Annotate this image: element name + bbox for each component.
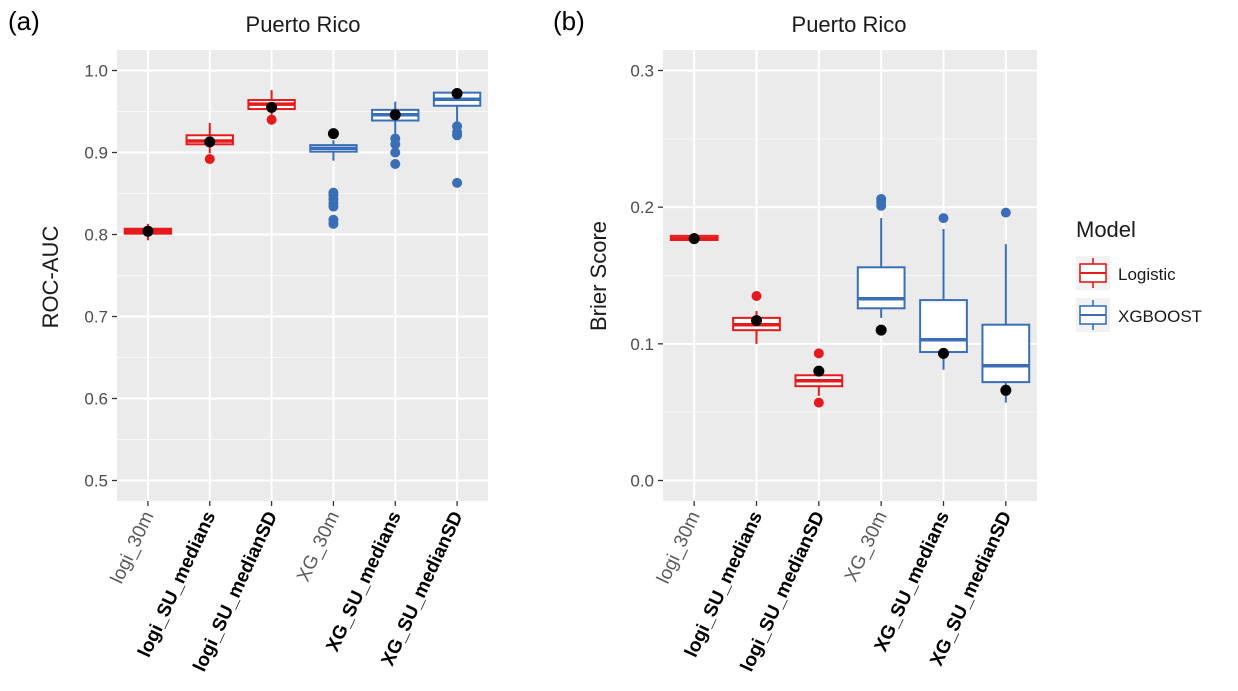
highlight-point — [266, 101, 278, 113]
highlight-point — [938, 347, 949, 359]
y-tick-label: 0.8 — [84, 226, 108, 245]
y-tick-label: 0.9 — [84, 144, 108, 163]
box-XG_SU_medianSD — [981, 207, 1031, 403]
y-tick-label: 0.7 — [84, 308, 108, 327]
legend-key-logistic — [1079, 258, 1107, 288]
legend-item-xgboost: XGBOOST — [1076, 298, 1202, 332]
box-XG_30m — [856, 193, 906, 336]
panel-a-title: Puerto Rico — [246, 12, 361, 37]
outlier-point — [452, 177, 463, 188]
outlier-point — [1000, 207, 1011, 218]
highlight-point — [688, 233, 700, 245]
box-logi_30m — [669, 233, 719, 245]
y-tick-label: 0.5 — [84, 472, 108, 491]
box-logi_30m — [123, 223, 173, 241]
outlier-point — [204, 154, 215, 165]
highlight-point — [389, 109, 401, 121]
panel-b-plot — [663, 50, 1037, 501]
highlight-point — [204, 136, 216, 148]
outlier-point — [813, 397, 824, 408]
x-tick-label: logi_30m — [653, 508, 705, 587]
panel-a-ylabel: ROC-AUC — [38, 226, 63, 329]
outlier-point — [813, 348, 824, 359]
box-XG_SU_medianSD — [432, 87, 482, 188]
y-tick-label: 0.3 — [630, 62, 654, 81]
box-logi_SU_medianSD — [247, 90, 296, 125]
panel-a-label: (a) — [8, 6, 40, 36]
box-logi_SU_medians — [732, 291, 781, 344]
legend-title: Model — [1076, 217, 1136, 242]
highlight-point — [1000, 384, 1012, 396]
panel-b-label: (b) — [553, 6, 585, 36]
outlier-point — [390, 158, 401, 169]
box-body — [856, 266, 906, 310]
highlight-point — [751, 315, 762, 327]
legend-key-xgboost — [1079, 300, 1107, 330]
x-tick-label: XG_30m — [841, 508, 892, 585]
outlier-point — [328, 218, 339, 229]
y-tick-label: 0.1 — [630, 335, 654, 354]
panel-b: (b) Puerto Rico Brier Score — [553, 6, 1037, 501]
y-tick-label: 0.2 — [630, 198, 654, 217]
y-tick-label: 0.6 — [84, 390, 108, 409]
legend: Model Logistic XGBOOST — [1076, 217, 1202, 332]
box-body — [981, 323, 1031, 384]
highlight-point — [142, 225, 154, 237]
y-tick-label: 0.0 — [630, 472, 654, 491]
outlier-point — [390, 139, 401, 150]
outlier-point — [266, 114, 277, 125]
outlier-point — [452, 130, 463, 141]
highlight-point — [451, 87, 463, 99]
outlier-point — [751, 291, 762, 301]
outlier-point — [328, 201, 339, 212]
x-tick-label: XG_30m — [293, 508, 344, 585]
panel-a: (a) Puerto Rico ROC-AUC — [8, 6, 488, 501]
x-tick-label: logi_30m — [107, 508, 159, 587]
y-tick-label: 1.0 — [84, 62, 108, 81]
legend-item-logistic: Logistic — [1076, 256, 1176, 290]
panel-a-plot — [117, 50, 488, 501]
outlier-point — [876, 200, 887, 211]
panel-b-ylabel: Brier Score — [586, 221, 611, 331]
box-XG_SU_medians — [919, 213, 968, 370]
box-body — [919, 299, 968, 354]
panel-b-title: Puerto Rico — [792, 12, 907, 37]
legend-label-xgboost: XGBOOST — [1118, 307, 1202, 326]
box-logi_SU_medians — [185, 122, 234, 165]
outlier-point — [390, 147, 401, 158]
highlight-point — [813, 365, 825, 377]
legend-label-logistic: Logistic — [1118, 265, 1176, 284]
box-XG_SU_medians — [371, 101, 420, 169]
highlight-point — [327, 128, 339, 140]
outlier-point — [938, 213, 949, 224]
box-logi_SU_medianSD — [794, 348, 844, 408]
highlight-point — [875, 324, 887, 336]
box-XG_30m — [309, 128, 358, 229]
